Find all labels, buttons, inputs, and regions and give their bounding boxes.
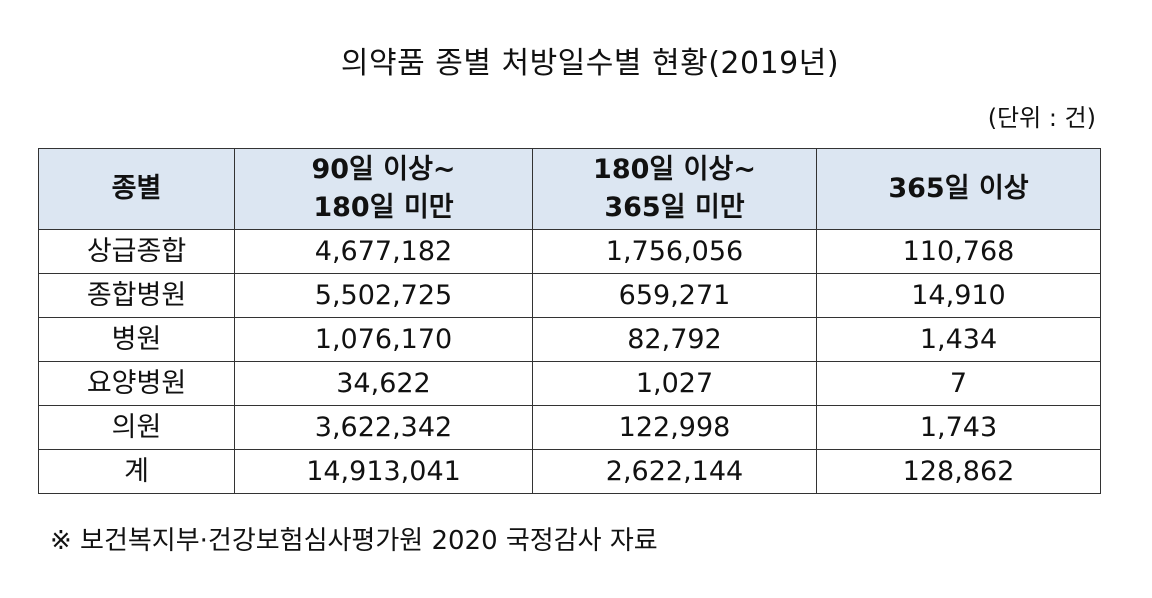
cell-value: 2,622,144 bbox=[532, 449, 817, 494]
row-category: 상급종합 bbox=[38, 229, 235, 274]
cell-value: 3,622,342 bbox=[234, 405, 533, 450]
table-row: 종합병원 5,502,725 659,271 14,910 bbox=[38, 273, 1101, 318]
cell-value: 122,998 bbox=[532, 405, 817, 450]
unit-note: (단위 : 건) bbox=[987, 104, 1096, 132]
header-90-to-180: 90일 이상~ 180일 미만 bbox=[234, 148, 533, 230]
header-365-plus: 365일 이상 bbox=[816, 148, 1101, 230]
prescription-days-table: 종별 90일 이상~ 180일 미만 180일 이상~ 365일 미만 365일… bbox=[38, 148, 1101, 494]
row-category: 요양병원 bbox=[38, 361, 235, 406]
cell-value: 110,768 bbox=[816, 229, 1101, 274]
row-category: 의원 bbox=[38, 405, 235, 450]
header-category: 종별 bbox=[38, 148, 235, 230]
cell-value: 1,756,056 bbox=[532, 229, 817, 274]
header-180-to-365: 180일 이상~ 365일 미만 bbox=[532, 148, 817, 230]
table-row: 상급종합 4,677,182 1,756,056 110,768 bbox=[38, 229, 1101, 274]
cell-value: 1,743 bbox=[816, 405, 1101, 450]
cell-value: 82,792 bbox=[532, 317, 817, 362]
page-title: 의약품 종별 처방일수별 현황(2019년) bbox=[340, 46, 840, 81]
cell-value: 14,910 bbox=[816, 273, 1101, 318]
cell-value: 1,076,170 bbox=[234, 317, 533, 362]
cell-value: 4,677,182 bbox=[234, 229, 533, 274]
cell-value: 1,027 bbox=[532, 361, 817, 406]
cell-value: 128,862 bbox=[816, 449, 1101, 494]
cell-value: 1,434 bbox=[816, 317, 1101, 362]
table-row: 의원 3,622,342 122,998 1,743 bbox=[38, 405, 1101, 450]
cell-value: 5,502,725 bbox=[234, 273, 533, 318]
cell-value: 34,622 bbox=[234, 361, 533, 406]
table-row: 요양병원 34,622 1,027 7 bbox=[38, 361, 1101, 406]
cell-value: 659,271 bbox=[532, 273, 817, 318]
table-row: 병원 1,076,170 82,792 1,434 bbox=[38, 317, 1101, 362]
cell-value: 14,913,041 bbox=[234, 449, 533, 494]
row-category: 종합병원 bbox=[38, 273, 235, 318]
row-category: 병원 bbox=[38, 317, 235, 362]
source-footnote: ※ 보건복지부·건강보험심사평가원 2020 국정감사 자료 bbox=[50, 526, 658, 556]
table-row-total: 계 14,913,041 2,622,144 128,862 bbox=[38, 449, 1101, 494]
cell-value: 7 bbox=[816, 361, 1101, 406]
table-header-row: 종별 90일 이상~ 180일 미만 180일 이상~ 365일 미만 365일… bbox=[38, 148, 1101, 230]
row-category: 계 bbox=[38, 449, 235, 494]
